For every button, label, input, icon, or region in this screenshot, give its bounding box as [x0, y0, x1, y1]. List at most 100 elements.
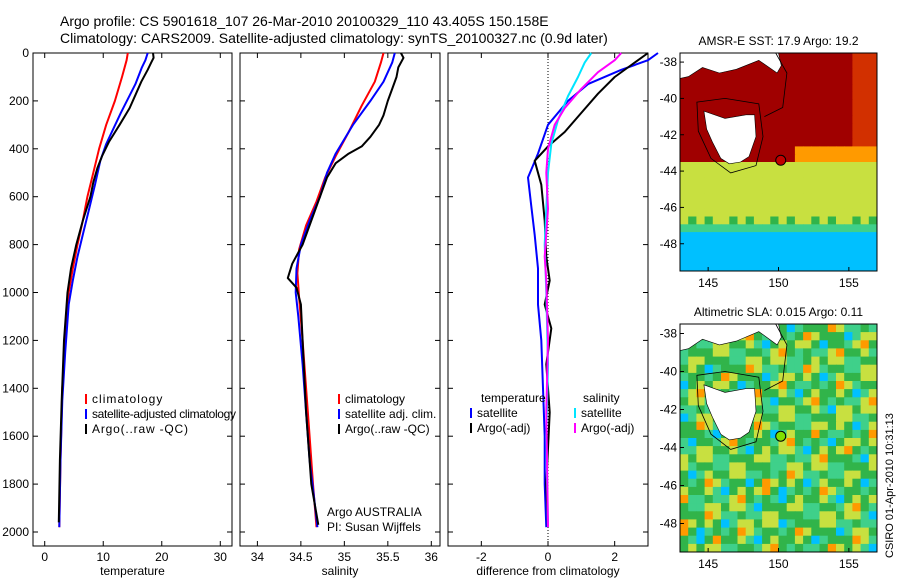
map-cell	[868, 76, 877, 85]
map-cell	[688, 462, 697, 472]
map-cell	[852, 138, 862, 147]
map-cell	[680, 123, 689, 132]
map-cell	[852, 53, 862, 62]
map-cell	[786, 162, 796, 171]
map-cell	[803, 60, 812, 70]
annotation-institution: Argo AUSTRALIA	[327, 505, 422, 519]
map-cell	[688, 389, 697, 398]
map-cell	[745, 381, 755, 390]
map-cell	[745, 438, 755, 447]
map-cell	[860, 169, 870, 179]
map-cell	[852, 511, 862, 520]
map-cell	[827, 519, 837, 529]
map-cell	[721, 462, 730, 472]
map-cell	[737, 356, 747, 366]
map-cell	[836, 519, 845, 529]
map-cell	[786, 239, 796, 249]
map-cell	[836, 123, 845, 132]
map-cell	[753, 185, 763, 194]
map-cell	[794, 177, 804, 186]
map-cell	[762, 115, 771, 124]
map-cell	[794, 429, 804, 439]
map-cell	[704, 511, 714, 520]
map-cell	[680, 247, 689, 256]
map-cell	[803, 193, 812, 202]
map-cell	[803, 511, 812, 520]
map-cell	[852, 208, 862, 218]
map-cell	[688, 429, 697, 439]
map-cell	[688, 177, 697, 186]
map-cell	[868, 99, 877, 109]
map-cell	[844, 381, 853, 390]
map-cell	[852, 454, 862, 463]
map-depth-contour	[696, 371, 764, 450]
map-cell	[729, 486, 739, 496]
map-cell	[811, 185, 821, 194]
map-cell	[680, 381, 689, 390]
map-cell	[827, 356, 837, 366]
map-cell	[704, 84, 714, 93]
map-cell	[762, 429, 771, 439]
map-cell	[827, 76, 837, 85]
map-cell	[696, 429, 706, 439]
map-cell	[753, 478, 763, 488]
map-cell	[860, 177, 870, 186]
map-cell	[844, 193, 853, 202]
map-cell	[852, 495, 862, 504]
figure-title-line2: Climatology: CARS2009. Satellite-adjuste…	[60, 30, 608, 46]
map-cell	[868, 543, 877, 552]
map-cell	[794, 154, 804, 163]
map-cell	[712, 154, 722, 163]
map-cell	[860, 413, 870, 423]
y-tick-label: -46	[660, 200, 678, 214]
map-cell	[770, 193, 780, 202]
map-cell	[762, 405, 771, 415]
map-cell	[868, 185, 877, 194]
map-cell	[762, 91, 771, 101]
map-cell	[680, 446, 689, 455]
map-cell	[827, 486, 837, 496]
map-cell	[729, 68, 739, 77]
map-cell	[778, 107, 788, 116]
map-cell	[868, 340, 877, 349]
map-cell	[696, 115, 706, 124]
y-tick-label: 2000	[2, 525, 29, 539]
map-cell	[762, 543, 771, 552]
map-cell	[868, 527, 877, 537]
map-cell	[696, 495, 706, 504]
map-cell	[803, 486, 812, 496]
map-cell	[721, 232, 730, 241]
map-cell	[803, 255, 812, 264]
map-cell	[811, 340, 821, 349]
map-cell	[696, 535, 706, 545]
map-cell	[696, 84, 706, 93]
map-cell	[696, 76, 706, 85]
map-cell	[745, 356, 755, 366]
map-cell	[778, 123, 788, 132]
map-cell	[786, 263, 796, 271]
map-cell	[778, 413, 788, 423]
map-cell	[680, 364, 689, 374]
map-cell	[704, 154, 714, 163]
map-cell	[836, 138, 845, 147]
map-cell	[860, 99, 870, 109]
map-cell	[770, 154, 780, 163]
map-cell	[745, 107, 755, 116]
map-cell	[753, 239, 763, 249]
map-cell	[770, 68, 780, 77]
map-cell	[688, 169, 697, 179]
map-cell	[696, 255, 706, 264]
map-cell	[712, 372, 722, 382]
map-cell	[696, 446, 706, 455]
map-cell	[794, 340, 804, 349]
map-cell	[704, 216, 714, 225]
map-cell	[729, 527, 739, 537]
map-cell	[721, 107, 730, 116]
map-cell	[762, 193, 771, 202]
map-cell	[852, 405, 862, 415]
map-cell	[844, 154, 853, 163]
map-cell	[770, 99, 780, 109]
map-cell	[827, 84, 837, 93]
map-cell	[852, 107, 862, 116]
map-cell	[712, 162, 722, 171]
